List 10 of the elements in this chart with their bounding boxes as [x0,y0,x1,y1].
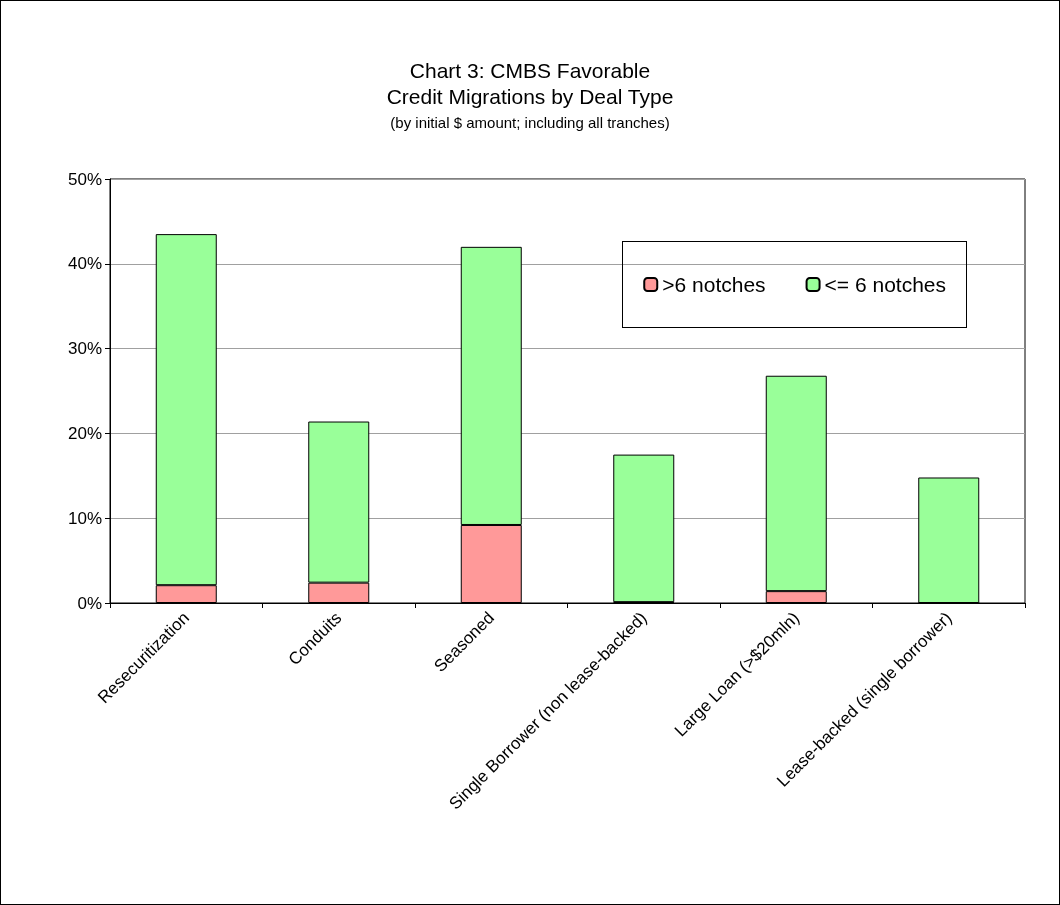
y-tick-label: 50% [67,169,102,189]
chart-title: Chart 3: CMBS Favorable Credit Migrations by Deal Type [386,58,674,108]
legend-label: <= 6 notches [824,273,947,296]
y-tick-label: 10% [67,508,102,528]
legend-label: >6 notches [662,273,766,296]
y-tick-label: 20% [67,423,102,443]
chart-subtitle: (by initial $ amount; including all tranches) [390,114,670,131]
y-tick-label: 30% [67,339,102,359]
y-tick-label: 0% [77,593,102,613]
y-tick-label: 40% [67,254,102,274]
